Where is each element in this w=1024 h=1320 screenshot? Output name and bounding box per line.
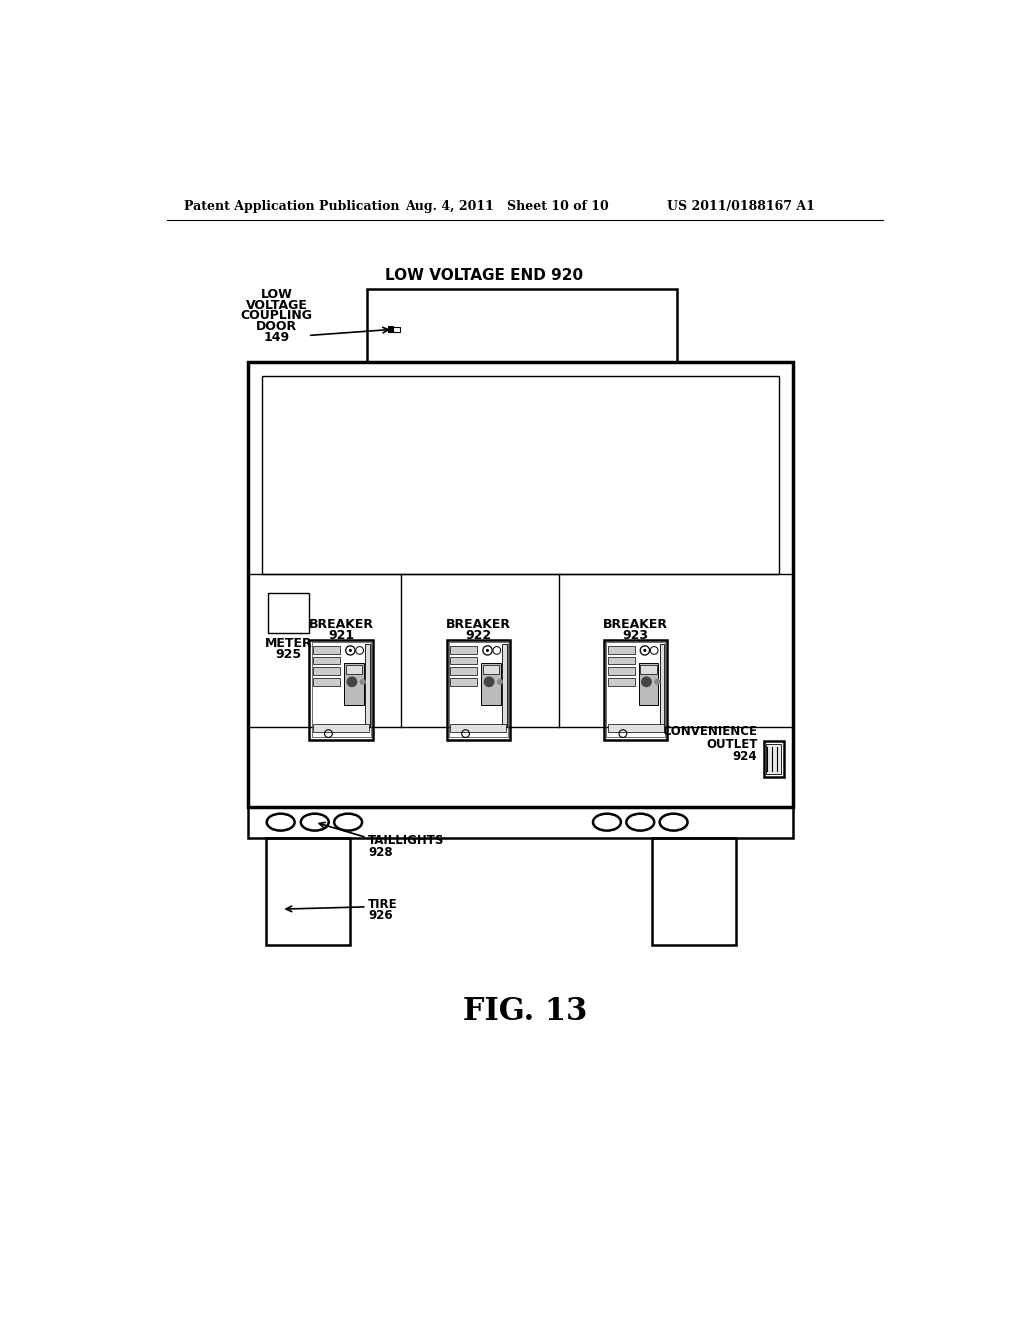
Text: 925: 925	[275, 648, 301, 661]
Text: BREAKER: BREAKER	[445, 618, 511, 631]
Text: 924: 924	[733, 750, 758, 763]
Bar	[659, 644, 665, 726]
Bar	[607, 678, 635, 686]
Bar	[481, 663, 501, 705]
Circle shape	[641, 676, 652, 688]
Bar	[366, 644, 370, 726]
Text: TIRE: TIRE	[369, 898, 398, 911]
Text: LOW: LOW	[261, 288, 293, 301]
Text: METER: METER	[264, 638, 312, 651]
Text: Patent Application Publication: Patent Application Publication	[183, 199, 399, 213]
Bar	[313, 668, 340, 675]
Text: 149: 149	[264, 331, 290, 345]
Text: 923: 923	[623, 628, 648, 642]
Bar	[503, 644, 507, 726]
Text: 928: 928	[369, 846, 393, 859]
Bar	[313, 725, 369, 733]
Bar	[604, 640, 668, 739]
Bar	[764, 742, 783, 776]
Text: 922: 922	[465, 628, 492, 642]
Bar	[313, 678, 340, 686]
Text: CONVENIENCE: CONVENIENCE	[663, 725, 758, 738]
Text: VOLTAGE: VOLTAGE	[246, 298, 308, 312]
Bar	[451, 668, 477, 675]
Bar	[309, 640, 373, 739]
Bar	[388, 326, 393, 333]
Bar	[451, 678, 477, 686]
Bar	[451, 645, 477, 653]
Bar	[483, 665, 500, 675]
Text: BREAKER: BREAKER	[308, 618, 374, 631]
Bar	[346, 665, 362, 675]
Bar	[248, 807, 793, 838]
Bar	[248, 363, 793, 807]
Bar	[606, 642, 665, 738]
Bar	[640, 665, 656, 675]
Bar	[393, 327, 400, 331]
Circle shape	[483, 676, 495, 688]
Text: OUTLET: OUTLET	[706, 738, 758, 751]
Text: DOOR: DOOR	[256, 321, 297, 333]
Bar	[607, 656, 635, 664]
Bar	[313, 645, 340, 653]
Circle shape	[359, 678, 366, 685]
Text: 921: 921	[328, 628, 354, 642]
Bar	[311, 642, 371, 738]
Bar	[607, 668, 635, 675]
Bar	[639, 663, 658, 705]
Bar	[262, 376, 779, 574]
Circle shape	[486, 649, 489, 652]
Bar	[344, 663, 364, 705]
Text: LOW VOLTAGE END 920: LOW VOLTAGE END 920	[385, 268, 584, 282]
Bar	[449, 642, 508, 738]
Circle shape	[654, 678, 660, 685]
Text: BREAKER: BREAKER	[603, 618, 668, 631]
Bar	[268, 594, 308, 634]
Text: Aug. 4, 2011   Sheet 10 of 10: Aug. 4, 2011 Sheet 10 of 10	[406, 199, 609, 213]
Circle shape	[497, 678, 503, 685]
Bar	[446, 640, 510, 739]
Bar	[451, 725, 506, 733]
Circle shape	[643, 649, 646, 652]
Text: TAILLIGHTS: TAILLIGHTS	[369, 834, 444, 847]
Circle shape	[346, 676, 357, 688]
Bar	[607, 725, 664, 733]
Text: COUPLING: COUPLING	[241, 309, 312, 322]
Bar	[313, 656, 340, 664]
Circle shape	[349, 649, 352, 652]
Bar	[607, 645, 635, 653]
Bar	[451, 656, 477, 664]
Bar	[266, 838, 349, 945]
Text: 926: 926	[369, 909, 393, 923]
Bar	[652, 838, 735, 945]
Text: US 2011/0188167 A1: US 2011/0188167 A1	[667, 199, 814, 213]
Text: FIG. 13: FIG. 13	[463, 997, 587, 1027]
Bar	[367, 289, 677, 363]
Bar	[766, 743, 781, 775]
